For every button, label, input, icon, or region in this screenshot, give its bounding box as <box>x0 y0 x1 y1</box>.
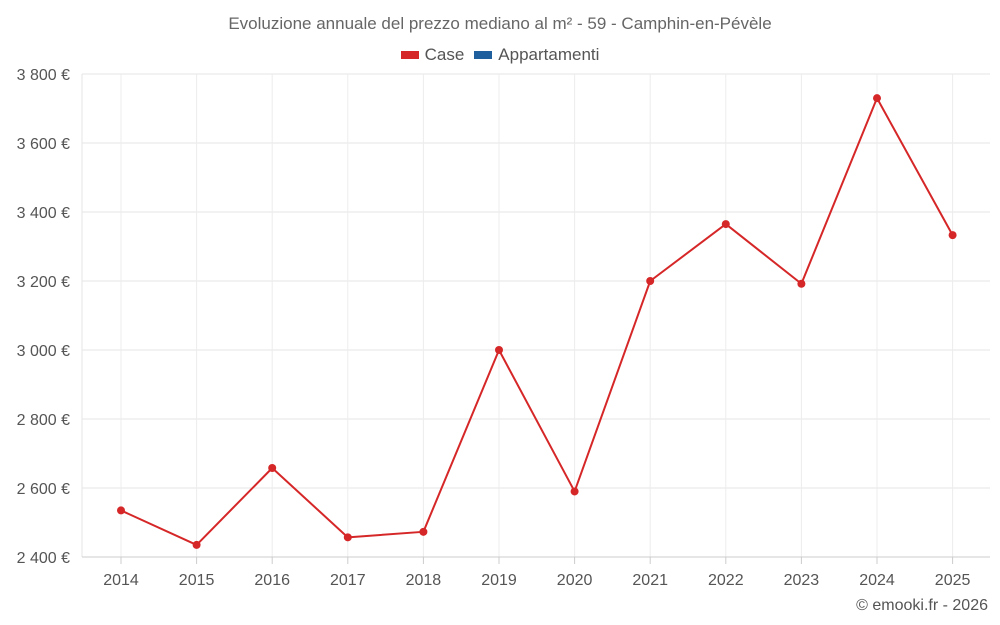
chart-title: Evoluzione annuale del prezzo mediano al… <box>228 14 772 33</box>
legend-item-case[interactable]: Case <box>400 45 465 65</box>
legend-swatch-appartamenti <box>474 51 493 59</box>
y-tick-label: 2 800 € <box>17 412 70 429</box>
x-tick-label: 2015 <box>179 572 215 589</box>
data-point <box>192 540 201 549</box>
data-point <box>570 487 579 496</box>
legend-label-appartamenti: Appartamenti <box>498 45 600 64</box>
data-point <box>495 346 503 354</box>
legend-swatch-case <box>400 51 419 59</box>
x-tick-label: 2025 <box>935 572 971 589</box>
x-tick-label: 2019 <box>481 572 517 589</box>
x-tick-label: 2016 <box>254 572 290 589</box>
y-tick-label: 3 200 € <box>17 274 70 291</box>
data-point <box>797 279 806 288</box>
x-tick-label: 2020 <box>557 572 593 589</box>
x-tick-label: 2023 <box>784 572 820 589</box>
data-point <box>873 94 881 103</box>
x-tick-label: 2017 <box>330 572 366 589</box>
legend-label-case: Case <box>424 45 465 64</box>
data-point <box>343 533 352 542</box>
x-tick-label: 2018 <box>406 572 442 589</box>
data-point <box>268 463 277 472</box>
x-tick-label: 2024 <box>859 572 895 589</box>
chart-legend: Case Appartamenti <box>0 45 1000 65</box>
data-point <box>419 527 428 536</box>
data-point <box>721 220 730 229</box>
legend-item-appartamenti[interactable]: Appartamenti <box>474 45 599 65</box>
y-tick-label: 3 800 € <box>17 67 70 84</box>
x-tick-label: 2014 <box>103 572 139 589</box>
data-point <box>646 277 655 285</box>
y-tick-label: 2 400 € <box>17 550 70 567</box>
y-tick-label: 2 600 € <box>17 481 70 498</box>
data-point <box>117 506 125 515</box>
x-tick-label: 2021 <box>632 572 668 589</box>
y-tick-label: 3 000 € <box>17 343 70 360</box>
x-tick-label: 2022 <box>708 572 744 589</box>
y-tick-label: 3 400 € <box>17 205 70 222</box>
credit-text: © emooki.fr - 2026 <box>856 597 988 614</box>
data-point <box>948 231 957 240</box>
y-tick-label: 3 600 € <box>17 136 70 153</box>
series-line-case <box>120 97 954 546</box>
